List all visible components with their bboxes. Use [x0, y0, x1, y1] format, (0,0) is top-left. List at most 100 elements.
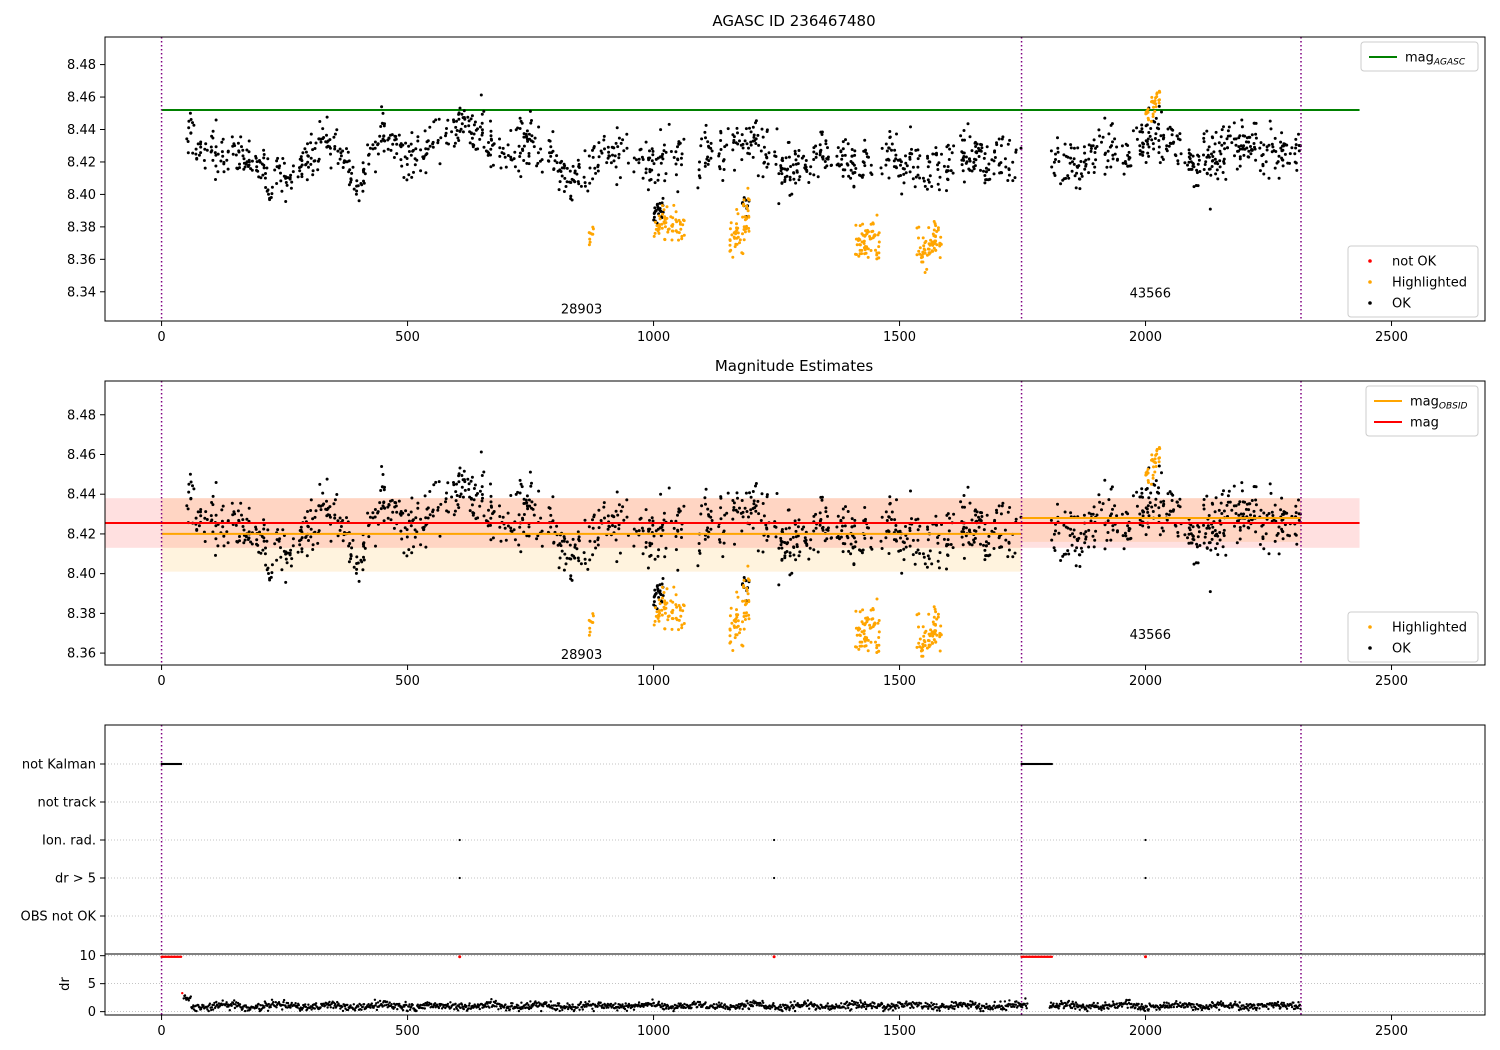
point-ok	[350, 171, 354, 175]
point-ok	[349, 180, 353, 184]
dr-point	[393, 1006, 396, 1009]
point-ok	[611, 153, 614, 157]
point-highlighted	[927, 226, 931, 230]
point-ok	[980, 515, 984, 518]
point-ok	[482, 145, 486, 149]
dr-point	[974, 1001, 977, 1004]
point-ok	[521, 149, 525, 152]
point-ok	[577, 162, 581, 166]
point-ok	[835, 536, 839, 539]
dr-point	[557, 1002, 561, 1005]
point-ok	[1087, 545, 1091, 549]
dr-point	[235, 1001, 238, 1004]
point-ok	[1242, 153, 1246, 157]
point-ok	[984, 540, 988, 544]
point-ok	[492, 510, 496, 514]
point-ok	[489, 523, 492, 527]
point-ok	[489, 500, 493, 504]
point-highlighted	[936, 612, 940, 616]
dr-point	[494, 999, 497, 1003]
point-ok	[444, 497, 448, 501]
point-ok	[367, 535, 371, 539]
point-ok	[1213, 161, 1217, 165]
point-ok	[1262, 143, 1266, 147]
point-ok	[351, 538, 355, 542]
point-ok	[960, 163, 964, 167]
dr-point	[391, 1005, 395, 1009]
point-ok	[264, 563, 268, 567]
point-ok	[219, 159, 223, 163]
point-ok	[367, 152, 371, 156]
point-highlighted	[932, 228, 936, 232]
point-ok	[254, 156, 258, 160]
point-ok	[284, 557, 288, 561]
point-ok	[928, 174, 932, 178]
point-ok	[517, 144, 521, 148]
point-ok	[1268, 482, 1272, 486]
point-ok	[884, 536, 888, 540]
point-ok	[194, 516, 198, 520]
point-ok	[942, 537, 946, 541]
point-highlighted	[875, 213, 879, 217]
point-ok	[1258, 146, 1262, 150]
dr-point	[270, 998, 274, 1001]
point-ok	[987, 162, 991, 166]
dr-point	[609, 1002, 613, 1006]
point-ok	[476, 516, 480, 520]
point-ok	[916, 148, 920, 152]
point-ok	[509, 494, 513, 497]
dr-point	[935, 1009, 939, 1012]
point-ok	[1198, 170, 1202, 173]
dr-point	[341, 1005, 344, 1008]
point-ok	[911, 553, 915, 557]
point-ok	[478, 504, 482, 508]
legend-label: Highlighted	[1392, 276, 1467, 291]
obsid-label: 43566	[1130, 628, 1171, 643]
point-highlighted	[918, 246, 922, 250]
point-ok	[325, 140, 329, 144]
point-ok	[1107, 498, 1111, 502]
point-ok	[617, 136, 621, 140]
dr-point	[929, 1005, 932, 1008]
point-ok	[1126, 164, 1130, 168]
dr-point	[267, 1002, 270, 1006]
point-ok	[480, 128, 484, 132]
point-ok	[1215, 168, 1219, 172]
point-ok	[887, 176, 891, 180]
point-ok	[326, 513, 330, 517]
point-ok	[1157, 122, 1160, 126]
point-ok	[936, 541, 940, 545]
point-ok	[1240, 489, 1244, 493]
dr-point	[314, 1002, 318, 1005]
point-ok	[466, 477, 470, 481]
dr-point	[772, 1002, 775, 1005]
point-ok	[1144, 533, 1148, 537]
point-ok	[366, 143, 370, 147]
point-ok	[973, 529, 976, 533]
dr-point	[793, 1009, 797, 1013]
point-ok	[1115, 514, 1119, 518]
point-ok	[457, 111, 461, 115]
point-ok	[1084, 162, 1088, 166]
point-ok	[572, 178, 575, 182]
point-ok	[380, 465, 384, 468]
point-highlighted	[1151, 100, 1155, 104]
point-ok	[491, 163, 495, 167]
dr-point	[322, 1002, 325, 1006]
point-ok	[902, 558, 906, 562]
point-ok	[1230, 141, 1234, 145]
point-ok	[706, 140, 710, 144]
point-ok	[378, 134, 382, 138]
point-highlighted	[682, 233, 686, 237]
point-ok	[1126, 537, 1130, 541]
point-ok	[1084, 535, 1088, 539]
point-ok	[1280, 149, 1284, 153]
point-ok	[893, 518, 897, 522]
point-ok	[1264, 160, 1268, 164]
dr-point	[741, 1007, 744, 1011]
point-ok	[1111, 157, 1115, 161]
point-ok	[591, 553, 595, 557]
point-ok	[454, 490, 458, 494]
legend-dot-marker	[1368, 280, 1372, 284]
point-ok	[626, 161, 630, 165]
